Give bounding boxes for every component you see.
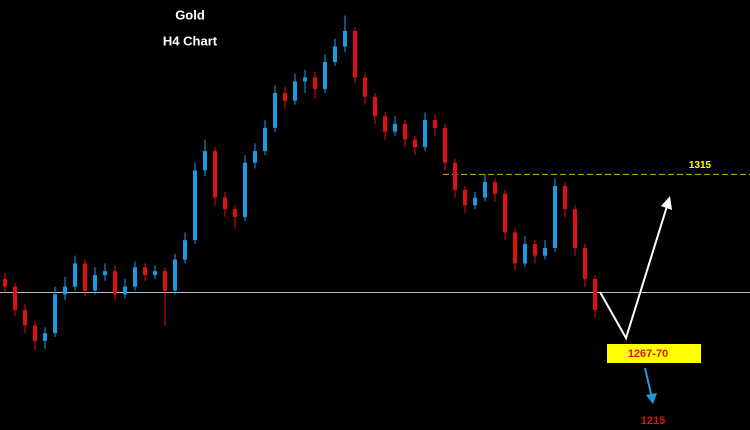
candle-body — [533, 244, 537, 256]
candle-body — [403, 123, 407, 140]
candle-body — [513, 232, 517, 264]
candle-body — [563, 185, 567, 210]
candle-body — [263, 127, 267, 152]
candle-body — [93, 275, 97, 291]
candle-body — [503, 193, 507, 233]
candle-body — [383, 116, 387, 132]
candle-body — [583, 247, 587, 279]
candle-body — [183, 240, 187, 260]
candle-body — [423, 120, 427, 148]
candle-body — [543, 247, 547, 256]
candle-body — [473, 197, 477, 206]
candle-body — [3, 278, 7, 287]
zone-box — [607, 344, 701, 363]
candle-body — [293, 81, 297, 101]
chart-title: Gold — [175, 7, 205, 22]
candle-body — [483, 182, 487, 198]
candle-body — [113, 271, 117, 295]
candle-body — [373, 96, 377, 117]
candle-body — [123, 286, 127, 295]
candle-body — [143, 267, 147, 276]
candle-body — [493, 182, 497, 194]
candle-body — [593, 278, 597, 310]
candle-body — [353, 30, 357, 78]
candle-body — [203, 151, 207, 171]
candle-body — [573, 209, 577, 248]
candle-body — [393, 123, 397, 132]
candle-body — [133, 267, 137, 287]
candle-body — [243, 162, 247, 217]
candle-body — [363, 77, 367, 97]
candle-body — [523, 244, 527, 264]
candle-body — [283, 92, 287, 101]
candle-body — [313, 77, 317, 90]
resistance-label: 1315 — [689, 160, 712, 171]
candle-body — [173, 259, 177, 291]
candle-body — [253, 151, 257, 163]
candle-body — [163, 271, 167, 291]
zone-label: 1267-70 — [628, 348, 668, 360]
candle-body — [333, 46, 337, 62]
candle-body — [103, 271, 107, 276]
candle-body — [463, 189, 467, 206]
candle-body — [233, 209, 237, 217]
candle-body — [53, 294, 57, 334]
chart-subtitle: H4 Chart — [163, 33, 218, 48]
arrow-head — [661, 196, 672, 210]
candle-body — [223, 197, 227, 210]
candle-body — [153, 271, 157, 276]
candle-body — [413, 139, 417, 148]
candle-body — [73, 263, 77, 287]
candle-body — [303, 77, 307, 82]
candle-body — [63, 286, 67, 295]
candle-body — [553, 185, 557, 248]
projection-arrow — [599, 202, 669, 341]
target-arrow-head — [646, 393, 657, 404]
candle-body — [453, 162, 457, 190]
target-label: 1215 — [641, 415, 665, 427]
candle-body — [213, 151, 217, 198]
candle-body — [343, 30, 347, 47]
candle-body — [433, 120, 437, 128]
candle-body — [193, 170, 197, 241]
candle-body — [273, 92, 277, 128]
target-arrow — [644, 367, 653, 399]
candle-body — [323, 61, 327, 90]
candle-body — [13, 286, 17, 310]
candle-body — [33, 325, 37, 341]
candle-body — [83, 263, 87, 291]
candle-body — [23, 309, 27, 326]
candle-body — [443, 127, 447, 163]
candle-body — [43, 333, 47, 341]
